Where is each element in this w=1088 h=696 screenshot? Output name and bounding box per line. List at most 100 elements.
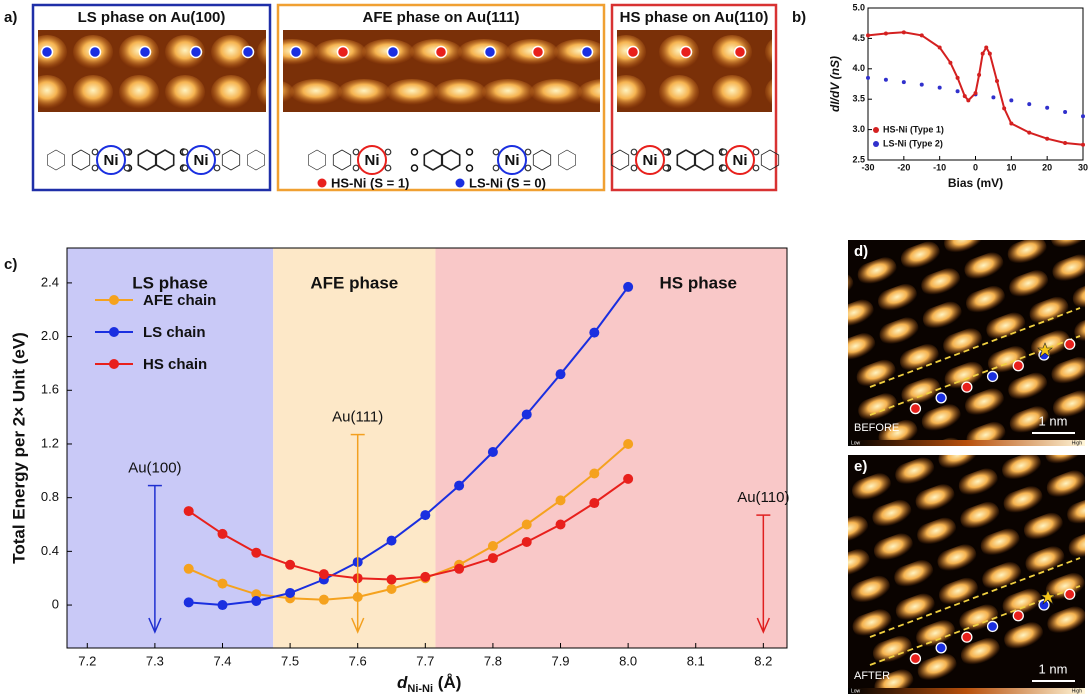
data-point	[1009, 98, 1014, 103]
stm-blob	[1003, 486, 1043, 515]
stm-blob	[937, 544, 977, 573]
x-tick-label: 7.9	[551, 653, 569, 668]
stm-blob	[939, 577, 978, 606]
stm-blob	[958, 468, 998, 497]
spin-dot	[531, 45, 545, 59]
y-tick-label: 4.5	[852, 33, 865, 43]
chain-outline	[869, 307, 1081, 416]
ni-ring	[186, 145, 216, 175]
stm-blob	[165, 35, 205, 69]
data-point	[487, 447, 498, 458]
star	[1037, 342, 1053, 358]
data-point	[589, 498, 600, 509]
stm-blob	[916, 620, 956, 649]
region-label: HS phase	[660, 273, 737, 292]
stm-blob	[984, 207, 1029, 241]
oxygen	[384, 164, 392, 172]
data-point	[521, 519, 532, 530]
spin-dot	[1064, 338, 1076, 350]
data-point	[420, 510, 431, 521]
stm-blob	[848, 299, 874, 328]
stm-blob	[872, 635, 912, 664]
y-tick-label: 1.2	[41, 435, 59, 450]
x-tick-label: 7.5	[281, 653, 299, 668]
oxygen	[181, 164, 189, 172]
stm-image	[806, 455, 1085, 688]
stm-blob	[900, 241, 940, 270]
x-tick-label: 10	[1006, 162, 1016, 172]
x-tick-label: 7.2	[78, 653, 96, 668]
oxygen	[352, 148, 360, 156]
x-axis-label-part: d	[397, 673, 408, 692]
stm-blob	[659, 75, 699, 109]
stm-blob	[1050, 240, 1085, 250]
spin-dot	[88, 45, 102, 59]
data-point	[555, 519, 566, 530]
oxygen	[524, 148, 532, 156]
stm-blob	[873, 533, 913, 562]
data-point	[555, 369, 566, 380]
ni-ring	[635, 145, 665, 175]
y-tick-label: 2.0	[41, 328, 59, 343]
spin-dot	[935, 392, 947, 404]
ni-label: Ni	[733, 152, 748, 169]
spin-dot	[1012, 610, 1024, 622]
spin-dot	[1012, 360, 1024, 372]
molecule: Ni Ni	[610, 145, 780, 175]
y-tick-label: 0.4	[41, 543, 59, 558]
stm-blob	[617, 75, 646, 109]
stm-blob	[0, 35, 21, 69]
spin-dot	[1064, 588, 1076, 600]
stm-blob	[917, 653, 957, 682]
spin-dot	[241, 45, 255, 59]
x-tick-label: 8.1	[687, 653, 705, 668]
oxygen	[213, 148, 221, 156]
y-axis-label: Total Energy per 2× Unit (eV)	[9, 332, 28, 564]
curve	[188, 443, 629, 601]
stm-blob	[257, 37, 266, 67]
stm-blob	[915, 484, 955, 513]
data-point	[1081, 114, 1085, 119]
phase-region	[67, 248, 274, 648]
phase-region	[435, 248, 787, 648]
stm-blob	[966, 421, 1006, 440]
legend-label: LS-Ni (S = 0)	[469, 175, 546, 190]
scale-label: 1 nm	[1039, 413, 1068, 428]
data-point	[183, 597, 194, 608]
curve	[188, 286, 629, 607]
x-tick-label: 8.0	[619, 653, 637, 668]
data-point	[901, 80, 906, 85]
oxygen	[213, 164, 221, 172]
legend-label: HS-Ni (Type 1)	[883, 124, 944, 134]
panel-label: d)	[854, 243, 868, 260]
data-point	[589, 327, 600, 338]
y-tick-label: 2.4	[41, 274, 59, 289]
stm-blob	[1074, 314, 1085, 343]
stm-blob	[1046, 470, 1085, 499]
fit-line	[867, 31, 1084, 146]
stm-blob	[872, 499, 912, 528]
data-point	[991, 95, 996, 100]
stm-lattice	[848, 207, 1085, 440]
ring	[71, 149, 91, 171]
stm-blob	[806, 486, 851, 520]
data-point	[217, 600, 228, 611]
stm-blob	[211, 35, 251, 69]
x-tick-label: 7.7	[416, 653, 434, 668]
oxygen	[630, 148, 638, 156]
stm-blob	[290, 79, 342, 105]
scale-label: 1 nm	[1039, 661, 1068, 676]
stm-blob	[965, 388, 1004, 417]
caption: AFTER	[854, 670, 890, 682]
data-point	[487, 553, 498, 564]
stm-blob	[530, 79, 582, 105]
stm-blob	[1072, 281, 1085, 310]
oxygen	[91, 148, 99, 156]
stm-blob	[38, 75, 67, 109]
ni-label: Ni	[365, 152, 380, 169]
data-point	[318, 594, 329, 605]
ring	[694, 149, 714, 171]
stm-blob	[0, 75, 21, 109]
y-tick-label: 5.0	[852, 2, 865, 12]
y-tick-label: 3.0	[852, 124, 865, 134]
